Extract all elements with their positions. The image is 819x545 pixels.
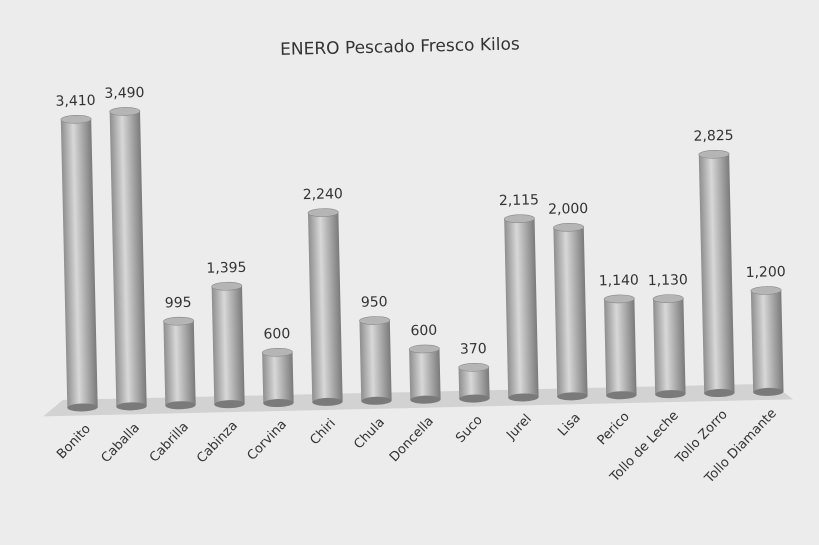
bar-cap (652, 294, 684, 303)
bar-cap (408, 344, 440, 354)
value-label: 1,130 (648, 272, 688, 289)
value-label: 3,410 (55, 93, 95, 110)
bar (653, 298, 686, 395)
bar-base (361, 396, 392, 405)
bar (458, 366, 490, 399)
bar (307, 212, 343, 403)
bar-cap (359, 316, 391, 325)
bar-base (312, 397, 343, 406)
bar-cap (109, 107, 141, 116)
bar-cap (503, 214, 535, 224)
bar (409, 348, 441, 401)
value-label: 2,000 (548, 201, 588, 218)
value-label: 600 (410, 323, 437, 340)
bar-cap (553, 223, 585, 232)
bar-cap (60, 114, 92, 124)
bar (163, 320, 196, 406)
bar-base (67, 403, 98, 412)
bar-cap (458, 362, 490, 372)
bar-cap (603, 294, 635, 304)
bar (262, 351, 294, 404)
bar-base (606, 391, 637, 400)
value-label: 370 (460, 341, 487, 358)
bar-base (263, 399, 294, 408)
value-label: 995 (165, 295, 192, 312)
bar-base (704, 388, 735, 398)
bar-cap (307, 208, 339, 217)
bar-cap (261, 348, 293, 357)
bar-cap (211, 281, 243, 291)
value-label: 2,825 (693, 128, 733, 145)
bar (750, 290, 784, 393)
bar (359, 320, 392, 402)
bar-base (116, 402, 147, 411)
bar (698, 153, 735, 394)
value-label: 2,240 (303, 186, 343, 203)
bar-cap (698, 149, 730, 159)
bar-base (753, 387, 784, 396)
bar-base (655, 390, 686, 399)
bar-base (557, 392, 588, 401)
value-label: 950 (361, 294, 388, 311)
value-label: 1,395 (206, 260, 246, 277)
bar-base (410, 395, 441, 404)
bar (60, 118, 98, 408)
bar-base (459, 394, 490, 403)
bar-base (165, 401, 196, 410)
bar (504, 218, 539, 398)
value-label: 1,140 (599, 272, 639, 289)
value-label: 1,200 (745, 264, 785, 281)
value-label: 600 (263, 326, 290, 343)
value-label: 2,115 (499, 192, 539, 209)
bar-cap (750, 286, 782, 295)
value-label: 3,490 (104, 85, 144, 102)
bar (553, 226, 588, 397)
bar-cap (163, 316, 195, 326)
bar-base (214, 400, 245, 409)
bar (109, 111, 147, 407)
bar-base (508, 393, 539, 402)
bar (604, 298, 637, 396)
bar (211, 285, 245, 405)
